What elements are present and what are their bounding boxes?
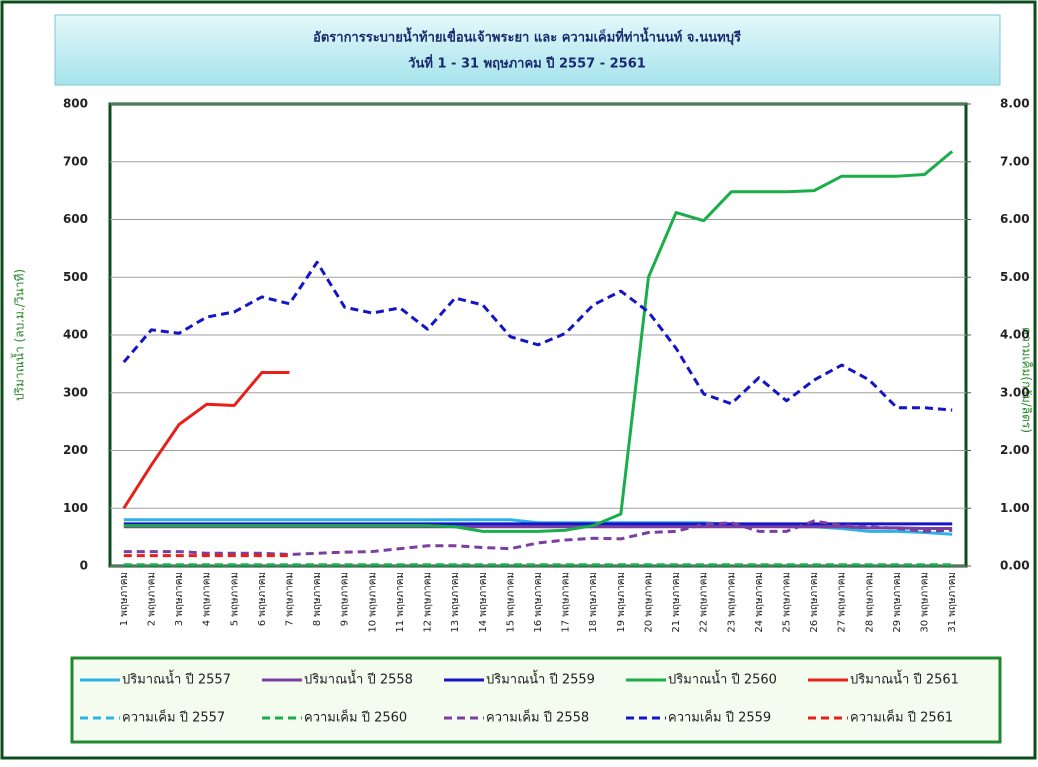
x-tick-label: 12 พฤษภาคม: [423, 572, 434, 633]
y-tick-label: 400: [63, 328, 88, 342]
x-tick-label: 6 พฤษภาคม: [257, 572, 268, 626]
x-tick-label: 28 พฤษภาคม: [864, 572, 875, 633]
x-tick-label: 18 พฤษภาคม: [588, 572, 599, 633]
x-tick-label: 22 พฤษภาคม: [699, 572, 710, 633]
x-tick-label: 21 พฤษภาคม: [671, 572, 682, 633]
x-tick-label: 29 พฤษภาคม: [892, 572, 903, 633]
title-box: [54, 14, 1001, 86]
y-tick-label: 300: [63, 385, 88, 399]
legend-label: ความเค็ม ปี 2561: [850, 708, 953, 726]
y-tick-label: 600: [63, 212, 88, 226]
x-tick-label: 23 พฤษภาคม: [726, 572, 737, 633]
x-tick-label: 2 พฤษภาคม: [146, 572, 157, 626]
y2-tick-label: 5.00: [1000, 270, 1030, 284]
x-tick-label: 25 พฤษภาคม: [782, 572, 793, 633]
x-tick-label: 13 พฤษภาคม: [450, 572, 461, 633]
x-tick-label: 4 พฤษภาคม: [202, 572, 213, 626]
x-tick-label: 1 พฤษภาคม: [119, 572, 130, 626]
y-tick-label: 500: [63, 270, 88, 284]
x-tick-label: 15 พฤษภาคม: [505, 572, 516, 633]
x-tick-label: 30 พฤษภาคม: [920, 572, 931, 633]
x-tick-label: 31 พฤษภาคม: [947, 572, 958, 633]
x-tick-label: 19 พฤษภาคม: [616, 572, 627, 633]
y-axis-label: ปริมาณน้ำ (ลบ.ม./วินาที): [11, 269, 27, 401]
y2-tick-label: 8.00: [1000, 97, 1030, 111]
x-tick-label: 10 พฤษภาคม: [367, 572, 378, 633]
legend-label: ความเค็ม ปี 2560: [304, 708, 407, 726]
x-tick-label: 20 พฤษภาคม: [643, 572, 654, 633]
x-tick-label: 17 พฤษภาคม: [561, 572, 572, 633]
y2-tick-label: 6.00: [1000, 212, 1030, 226]
series-line: [122, 371, 290, 510]
y-tick-label: 200: [63, 443, 88, 457]
x-tick-label: 3 พฤษภาคม: [174, 572, 185, 626]
y-tick-label: 800: [63, 97, 88, 111]
legend-label: ปริมาณน้ำ ปี 2560: [668, 670, 777, 688]
x-tick-label: 24 พฤษภาคม: [754, 572, 765, 633]
x-tick-label: 8 พฤษภาคม: [312, 572, 323, 626]
x-tick-label: 27 พฤษภาคม: [837, 572, 848, 633]
y2-tick-label: 7.00: [1000, 154, 1030, 168]
legend-label: ปริมาณน้ำ ปี 2557: [122, 670, 231, 688]
legend-label: ความเค็ม ปี 2557: [122, 708, 225, 726]
x-tick-label: 7 พฤษภาคม: [284, 572, 295, 626]
x-tick-label: 11 พฤษภาคม: [395, 572, 406, 633]
y2-axis-label: ความเค็ม(กรัม/ลิตร): [1020, 327, 1035, 433]
x-tick-label: 26 พฤษภาคม: [809, 572, 820, 633]
x-tick-label: 9 พฤษภาคม: [340, 572, 351, 626]
legend-label: ความเค็ม ปี 2558: [486, 708, 589, 726]
series-line: [122, 260, 953, 412]
chart-title: อัตราการระบายน้ำท้ายเขื่อนเจ้าพระยา และ …: [313, 27, 741, 46]
y-tick-label: 0: [80, 559, 88, 573]
y2-tick-label: 3.00: [1000, 385, 1030, 399]
y2-tick-label: 2.00: [1000, 443, 1030, 457]
chart-subtitle: วันที่ 1 - 31 พฤษภาคม ปี 2557 - 2561: [408, 54, 646, 72]
series-line: [123, 150, 954, 533]
legend-label: ปริมาณน้ำ ปี 2561: [850, 670, 959, 688]
x-tick-label: 16 พฤษภาคม: [533, 572, 544, 633]
y2-tick-label: 1.00: [1000, 501, 1030, 515]
y-tick-label: 100: [63, 501, 88, 515]
legend-label: ความเค็ม ปี 2559: [668, 708, 771, 726]
legend-label: ปริมาณน้ำ ปี 2559: [486, 670, 595, 688]
y2-tick-label: 0.00: [1000, 559, 1030, 573]
x-tick-label: 14 พฤษภาคม: [478, 572, 489, 633]
legend-label: ปริมาณน้ำ ปี 2558: [304, 670, 413, 688]
x-tick-label: 5 พฤษภาคม: [229, 572, 240, 626]
y-tick-label: 700: [63, 154, 88, 168]
legend: [70, 656, 1002, 744]
series-line: [123, 519, 953, 556]
y2-tick-label: 4.00: [1000, 328, 1030, 342]
